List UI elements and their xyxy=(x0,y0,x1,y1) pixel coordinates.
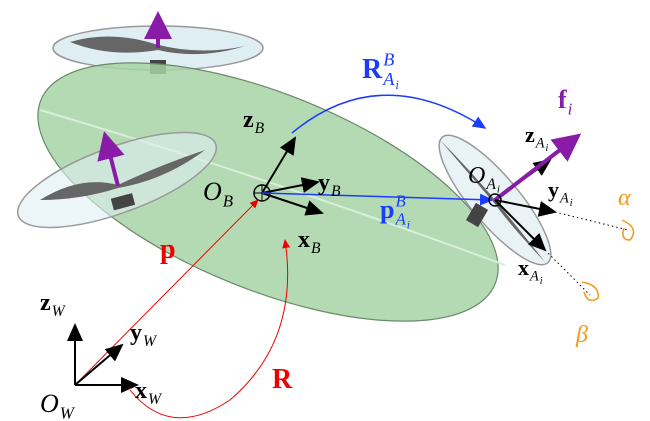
world-frame xyxy=(67,323,139,393)
position-vector-rotor xyxy=(261,192,494,206)
rotor-frame xyxy=(488,133,635,302)
label-subsub: i xyxy=(395,78,399,92)
label-main: R xyxy=(362,54,383,85)
label-main: α xyxy=(618,185,631,211)
label-sub: A xyxy=(529,269,539,285)
label-main: z xyxy=(525,122,535,147)
label-main: O xyxy=(40,389,59,418)
label-subsub: i xyxy=(540,276,543,287)
body-highlight xyxy=(39,109,506,266)
label-sub: W xyxy=(52,303,67,320)
label-main: y xyxy=(548,177,559,202)
label-sub: A xyxy=(394,210,406,229)
label-sub: W xyxy=(60,404,76,421)
label-main: O xyxy=(468,163,485,189)
label-sub: A xyxy=(485,176,496,193)
label-sub: A xyxy=(535,136,545,152)
label-sub: B xyxy=(331,183,341,200)
label-main: y xyxy=(130,320,142,346)
label-sub: A xyxy=(382,69,395,89)
label-sub: W xyxy=(143,333,158,350)
label-main: p xyxy=(160,234,176,265)
label-main: O xyxy=(203,177,222,206)
label-subsub: i xyxy=(546,143,549,154)
label-subsub: i xyxy=(497,184,500,196)
label-main: z xyxy=(40,290,51,316)
label-sup: B xyxy=(395,191,405,210)
label-main: y xyxy=(318,170,330,196)
label-sub: W xyxy=(148,391,163,408)
label-subsub: i xyxy=(570,198,573,209)
label-main: β xyxy=(575,322,588,348)
label-subsub: i xyxy=(407,217,410,231)
label-main: p xyxy=(380,195,394,224)
label-main: z xyxy=(243,107,254,133)
label-sub: B xyxy=(311,240,321,257)
label-sub: B xyxy=(223,192,233,211)
label-sub: B xyxy=(255,120,265,137)
propeller-left xyxy=(16,131,218,229)
label-main: x xyxy=(135,378,147,404)
label-main: x xyxy=(518,255,529,280)
label-sub: i xyxy=(568,100,573,119)
rotation-arrow-rotor xyxy=(291,94,487,134)
label-main: R xyxy=(272,364,293,395)
label-main: f xyxy=(558,85,567,114)
label-sup: B xyxy=(383,49,394,69)
rotation-arrow xyxy=(129,239,291,419)
label-sub: A xyxy=(559,191,569,207)
label-main: x xyxy=(298,227,310,253)
